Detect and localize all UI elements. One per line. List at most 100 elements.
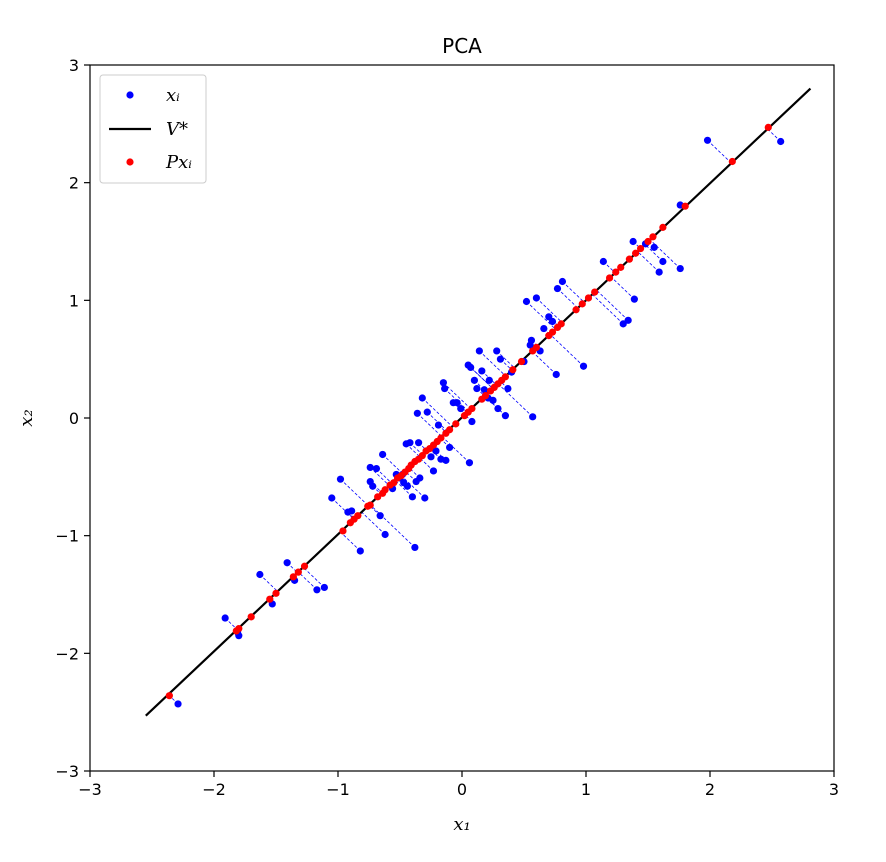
projection-line xyxy=(610,276,635,300)
projected-point xyxy=(446,426,454,434)
data-point xyxy=(478,367,486,375)
data-point xyxy=(441,384,449,393)
legend-blue-dot-marker xyxy=(126,91,134,99)
data-point xyxy=(553,284,562,293)
data-point xyxy=(629,237,637,246)
projected-point xyxy=(649,233,657,241)
data-point xyxy=(411,543,419,552)
data-point xyxy=(413,409,421,417)
data-point xyxy=(496,355,505,363)
data-points-series xyxy=(174,136,785,708)
data-point xyxy=(336,475,345,483)
projection-line xyxy=(369,504,416,548)
projection-line xyxy=(297,571,318,591)
projection-line xyxy=(470,367,493,389)
projection-line xyxy=(400,474,426,499)
data-point xyxy=(283,559,291,567)
data-point xyxy=(442,456,450,464)
data-point xyxy=(403,482,412,490)
data-point xyxy=(465,459,474,467)
projected-point xyxy=(247,613,255,621)
projected-point xyxy=(617,263,625,271)
projection-line xyxy=(376,468,393,484)
x-tick-label: 1 xyxy=(581,780,591,799)
projection-line xyxy=(767,128,781,142)
projected-point xyxy=(584,294,593,302)
data-point xyxy=(467,363,475,372)
data-point xyxy=(470,376,478,384)
data-point xyxy=(494,404,502,413)
legend-label-principal-axis: V* xyxy=(166,119,188,140)
projection-line xyxy=(443,382,472,410)
x-axis-ticks: −3 −2 −1 0 1 2 3 xyxy=(78,771,839,799)
principal-axis-line-segment xyxy=(145,87,812,717)
data-point xyxy=(423,408,431,416)
data-point xyxy=(256,570,264,579)
projected-point xyxy=(366,501,374,509)
y-axis-label: x₂ xyxy=(16,409,37,426)
data-point xyxy=(320,583,328,592)
data-point xyxy=(429,467,438,475)
data-point xyxy=(659,257,667,266)
projected-point xyxy=(272,589,280,597)
projected-point xyxy=(481,392,490,400)
projection-line xyxy=(526,301,556,330)
projected-point xyxy=(605,274,614,282)
data-point xyxy=(473,384,481,393)
data-point xyxy=(480,386,488,394)
data-point xyxy=(457,404,465,413)
data-point xyxy=(540,324,548,333)
projection-line xyxy=(707,140,732,164)
data-point xyxy=(619,320,627,328)
projection-line xyxy=(557,288,579,309)
data-point xyxy=(421,494,429,502)
data-point xyxy=(372,464,381,473)
data-point xyxy=(328,494,336,502)
data-point xyxy=(348,507,356,515)
projection-line xyxy=(405,443,421,458)
data-point xyxy=(532,294,541,302)
data-point xyxy=(415,439,423,447)
data-point xyxy=(381,530,389,539)
projection-line xyxy=(417,413,442,437)
y-tick-label: −3 xyxy=(55,762,79,781)
data-point xyxy=(369,482,377,490)
projected-point xyxy=(289,573,297,581)
data-point xyxy=(777,137,785,146)
projection-line xyxy=(369,467,390,487)
data-point xyxy=(650,243,658,251)
data-point xyxy=(558,277,567,286)
projected-point xyxy=(300,562,309,570)
projected-point xyxy=(165,692,173,700)
data-point xyxy=(313,586,321,594)
x-tick-label: −1 xyxy=(326,780,350,799)
data-point xyxy=(453,399,461,407)
projection-line xyxy=(302,566,325,588)
data-point xyxy=(366,463,374,472)
legend-box xyxy=(99,74,207,184)
data-point xyxy=(475,347,483,355)
projection-line xyxy=(496,350,515,369)
data-point xyxy=(439,379,447,387)
data-point xyxy=(446,443,454,452)
projection-line xyxy=(644,244,664,262)
projection-line xyxy=(361,511,386,535)
projected-point xyxy=(632,249,640,257)
projection-line xyxy=(340,478,369,507)
data-point xyxy=(501,412,509,420)
legend-red-dot-marker xyxy=(126,158,134,166)
x-tick-label: −2 xyxy=(202,780,226,799)
projection-line xyxy=(549,333,584,367)
projected-point xyxy=(612,268,620,276)
x-tick-label: 3 xyxy=(829,780,839,799)
projection-line xyxy=(259,574,278,592)
projected-point xyxy=(501,373,509,381)
principal-axis-line xyxy=(145,87,812,717)
legend-entry-projected-points: Pxᵢ xyxy=(126,152,192,173)
projected-point xyxy=(644,237,652,246)
data-point xyxy=(174,700,182,708)
data-point xyxy=(356,547,364,555)
x-tick-label: 2 xyxy=(705,780,715,799)
projection-lines xyxy=(167,128,781,705)
